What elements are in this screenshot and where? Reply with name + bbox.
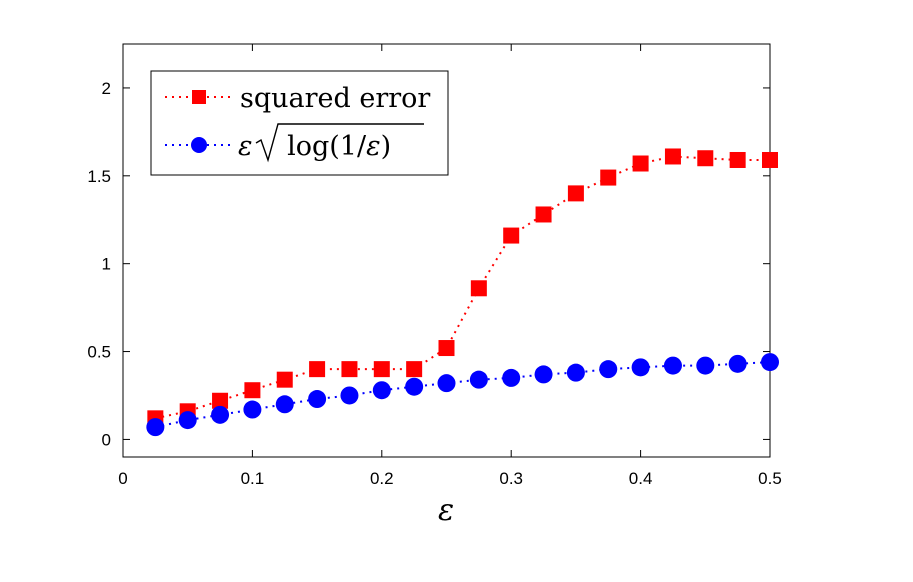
- data-point-square: [276, 371, 293, 388]
- data-point-circle: [372, 381, 391, 400]
- y-tick-label: 2: [102, 79, 111, 98]
- data-point-circle: [211, 405, 230, 424]
- data-point-square: [600, 169, 617, 186]
- legend-eps-prefix: ε: [238, 131, 253, 162]
- series-layer: [146, 148, 779, 437]
- x-tick-label: 0.3: [499, 469, 523, 488]
- data-point-circle: [243, 400, 262, 419]
- x-tick-label: 0.4: [629, 469, 653, 488]
- data-point-circle: [308, 390, 327, 409]
- x-tick-label: 0.2: [370, 469, 394, 488]
- legend-marker-squared-error: [192, 90, 206, 104]
- data-point-circle: [728, 354, 747, 373]
- data-point-circle: [696, 356, 715, 375]
- y-tick-label: 0.5: [87, 343, 111, 362]
- data-point-square: [470, 280, 487, 297]
- data-point-square: [697, 150, 714, 167]
- data-point-circle: [178, 411, 197, 430]
- legend-radicand-var: ε: [366, 131, 381, 162]
- data-point-square: [438, 340, 455, 357]
- data-point-circle: [437, 374, 456, 393]
- legend: squared error ε log(1/ε): [150, 70, 449, 176]
- data-point-circle: [502, 368, 521, 387]
- y-tick-label: 1: [102, 255, 111, 274]
- legend-sqrt-sign: [255, 123, 424, 163]
- x-tick-label: 0: [118, 469, 127, 488]
- data-point-circle: [566, 363, 585, 382]
- data-point-circle: [534, 365, 553, 384]
- data-point-circle: [340, 386, 359, 405]
- data-point-square: [309, 361, 326, 378]
- data-point-square: [373, 361, 390, 378]
- y-tick-label: 0: [102, 430, 111, 449]
- data-point-circle: [631, 358, 650, 377]
- data-point-square: [535, 206, 552, 223]
- axis-ticks: 0 0.1 0.2 0.3 0.4 0.5 0 0.5 1 1.5 2: [87, 44, 782, 488]
- data-point-square: [729, 151, 746, 168]
- data-point-circle: [146, 418, 165, 437]
- data-point-circle: [405, 377, 424, 396]
- data-point-square: [341, 361, 358, 378]
- data-point-circle: [599, 360, 618, 379]
- legend-radicand-close: ): [381, 131, 392, 162]
- data-point-square: [503, 227, 520, 244]
- y-tick-label: 1.5: [87, 167, 111, 186]
- legend-label-squared-error: squared error: [240, 83, 430, 114]
- x-tick-label: 0.5: [758, 469, 782, 488]
- legend-marker-epsilon: [191, 137, 207, 153]
- x-tick-label: 0.1: [241, 469, 265, 488]
- data-point-square: [212, 392, 229, 409]
- data-point-circle: [469, 370, 488, 389]
- data-point-square: [567, 185, 584, 202]
- data-point-circle: [663, 356, 682, 375]
- data-point-circle: [761, 353, 779, 372]
- data-point-square: [762, 151, 778, 168]
- data-point-square: [406, 361, 423, 378]
- data-point-square: [244, 382, 261, 399]
- x-axis-label: ε: [438, 493, 454, 528]
- legend-radicand: log(1/: [287, 131, 367, 162]
- data-point-circle: [275, 395, 294, 414]
- data-point-square: [632, 155, 649, 172]
- data-point-square: [664, 148, 681, 165]
- legend-label-epsilon: ε log(1/ε): [238, 131, 391, 162]
- legend-box: [150, 70, 449, 176]
